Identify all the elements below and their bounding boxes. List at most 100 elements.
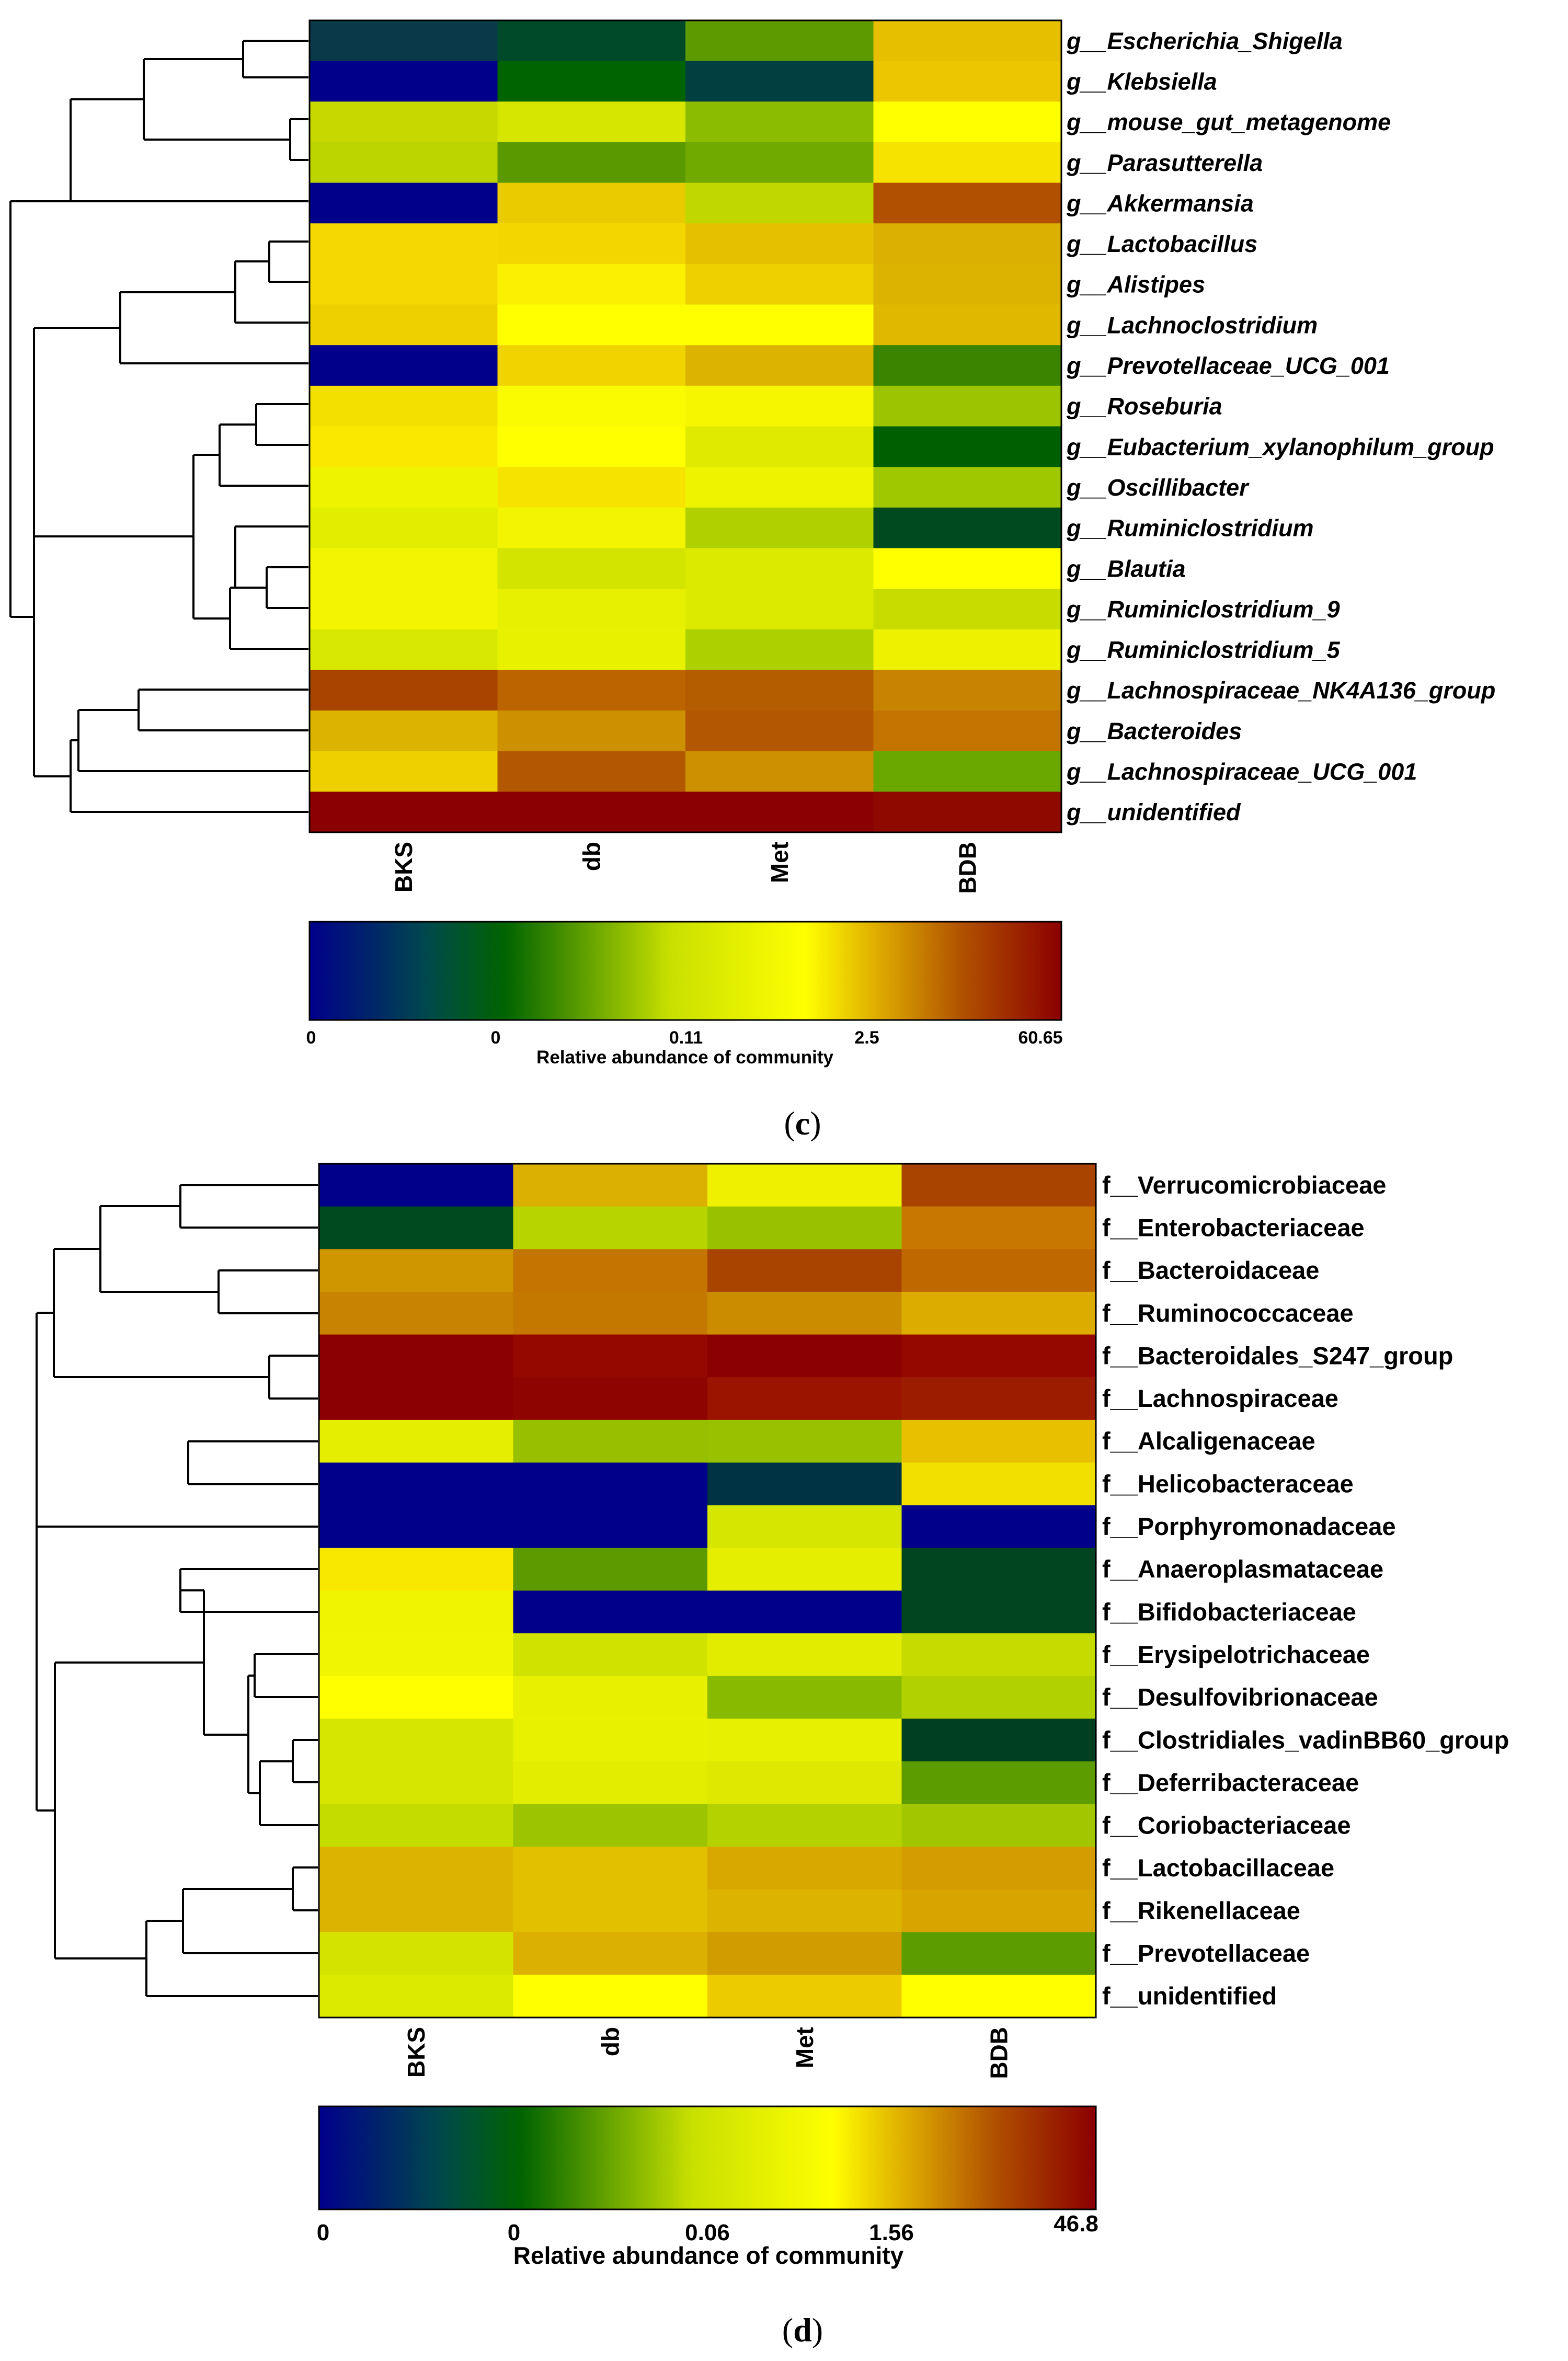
panel-d-cell-r5-c4 [901,1334,1096,1378]
panel-c-cell-r11-c4 [873,426,1062,467]
panel-c-cell-r4-c2 [497,142,686,184]
panel-d-cell-r13-c3 [707,1676,902,1720]
panel-d-cell-r14-c2 [513,1718,708,1762]
panel-c-cell-r5-c2 [497,182,686,224]
panel-c-row-label: g__Bacteroides [1066,718,1242,744]
panel-c-row-label: g__Oscillibacter [1066,474,1250,501]
panel-c-row-label: g__Prevotellaceae_UCG_001 [1066,352,1390,379]
panel-d-column-labels: BKS db Met BDB [403,2027,1013,2079]
panel-d-cell-r5-c2 [513,1334,708,1378]
panel-d-cell-r5-c1 [319,1334,514,1378]
panel-c-row-label: g__Ruminiclostridium_9 [1066,596,1340,623]
panel-c-cell-r1-c1 [310,20,498,62]
panel-c-cell-r1-c3 [685,20,874,62]
panel-c-cell-r12-c4 [873,467,1062,508]
panel-d-cell-r9-c1 [319,1505,514,1549]
panel-c-tag-letter: c [795,1105,810,1142]
panel-c-row-label: g__Eubacterium_xylanophilum_group [1066,433,1494,460]
panel-d-cell-r8-c1 [319,1462,514,1506]
panel-c-colorbar-tick-4: 2.5 [854,1028,879,1048]
panel-d-colorbar-gradient [318,2105,1097,2210]
panel-d-colorbar-tick-3: 0.06 [685,2220,730,2245]
panel-c-cell-r11-c1 [310,426,498,467]
panel-c-cell-r2-c3 [685,61,874,102]
panel-c-cell-r14-c4 [873,548,1062,589]
panel-d-heatmap-border [318,1163,1097,2019]
panel-d-cell-r19-c2 [513,1932,708,1975]
panel-d-row-label: f__Lactobacillaceae [1102,1854,1334,1882]
panel-d-cell-r11-c4 [901,1590,1096,1634]
panel-d-row-label: f__Erysipelotrichaceae [1102,1641,1370,1668]
panel-d-cell-r18-c4 [901,1889,1096,1933]
panel-d-cell-r6-c1 [319,1377,514,1420]
panel-c-cell-r16-c2 [497,629,686,670]
panel-d-cell-r3-c4 [901,1249,1096,1292]
panel-d-row-label: f__unidentified [1102,1982,1277,2010]
panel-d-row-label: f__Coriobacteriaceae [1102,1812,1350,1839]
panel-d-row-label: f__Desulfovibrionaceae [1102,1683,1378,1711]
panel-c-cell-r11-c2 [497,426,686,467]
panel-d-cell-r11-c1 [319,1590,514,1634]
panel-d-colorbar-title: Relative abundance of community [513,2242,904,2269]
panel-c-cell-r20-c3 [685,792,874,833]
panel-c-colorbar-title: Relative abundance of community [536,1047,833,1068]
panel-c-cell-r19-c3 [685,751,874,792]
panel-c-cell-r5-c3 [685,182,874,224]
panel-c-cell-r6-c4 [873,223,1062,265]
panel-c-row-label: g__Parasutterella [1066,150,1263,176]
panel-c-row-label: g__Roseburia [1066,393,1222,420]
panel-c-row-label: g__Ruminiclostridium [1066,515,1314,542]
panel-c-row-label: g__Lachnoclostridium [1066,312,1318,338]
panel-d-row-label: f__Bacteroidaceae [1102,1256,1319,1284]
panel-d-cell-r15-c2 [513,1761,708,1805]
panel-c-row-label: g__Klebsiella [1066,68,1217,95]
panel-d-cell-r19-c1 [319,1932,514,1975]
panel-d-tag-letter: d [793,2311,812,2348]
panel-d-row-label: f__Rikenellaceae [1102,1897,1300,1924]
panel-c-row-label: g__Lachnospiraceae_NK4A136_group [1066,677,1495,704]
panel-d-cell-r2-c3 [707,1206,902,1250]
panel-c-cell-r18-c4 [873,710,1062,752]
panel-c-cell-r13-c2 [497,507,686,549]
panel-c-cell-r13-c4 [873,507,1062,549]
panel-c-cell-r7-c1 [310,263,498,305]
panel-c-cell-r1-c4 [873,20,1062,62]
panel-c-cell-r8-c2 [497,304,686,346]
panel-c-heatmap-cells [310,20,1062,833]
panel-c-colorbar-tick-3: 0.11 [669,1028,703,1048]
panel-d-colorbar-tick-1: 0 [317,2220,329,2245]
panel-d-cell-r2-c1 [319,1206,514,1250]
panel-d-colorbar-tick-4: 1.56 [869,2220,914,2245]
panel-d-cell-r14-c4 [901,1718,1096,1762]
panel-c-cell-r7-c2 [497,263,686,305]
panel-c-cell-r3-c3 [685,101,874,143]
panel-c-cell-r12-c3 [685,467,874,508]
panel-c-cell-r7-c3 [685,263,874,305]
panel-c-cell-r12-c1 [310,467,498,508]
panel-d-cell-r11-c2 [513,1590,708,1634]
panel-d-row-label: f__Alcaligenaceae [1102,1427,1315,1455]
panel-c-cell-r17-c3 [685,670,874,711]
panel-d-cell-r20-c4 [901,1975,1096,2018]
panel-d-cell-r20-c2 [513,1975,708,2018]
panel-c-cell-r4-c3 [685,142,874,184]
panel-d-cell-r17-c2 [513,1847,708,1890]
panel-c-colorbar-tick-5: 60.65 [1018,1028,1062,1048]
panel-c-cell-r19-c4 [873,751,1062,792]
panel-d-row-label: f__Anaeroplasmataceae [1102,1555,1383,1583]
panel-d-cell-r8-c4 [901,1462,1096,1506]
panel-d-cell-r8-c3 [707,1462,902,1506]
panel-d-cell-r11-c3 [707,1590,902,1634]
panel-d-cell-r4-c3 [707,1291,902,1335]
panel-d-cell-r2-c4 [901,1206,1096,1250]
panel-d-cell-r20-c1 [319,1975,514,2018]
panel-c-cell-r9-c1 [310,345,498,386]
panel-d-row-label: f__Bacteroidales_S247_group [1102,1342,1453,1369]
panel-c-cell-r15-c3 [685,589,874,630]
panel-c-cell-r6-c3 [685,223,874,265]
panel-c-cell-r8-c4 [873,304,1062,346]
panel-c-cell-r6-c2 [497,223,686,265]
panel-d-cell-r1-c3 [707,1164,902,1207]
panel-d-cell-r17-c1 [319,1847,514,1890]
